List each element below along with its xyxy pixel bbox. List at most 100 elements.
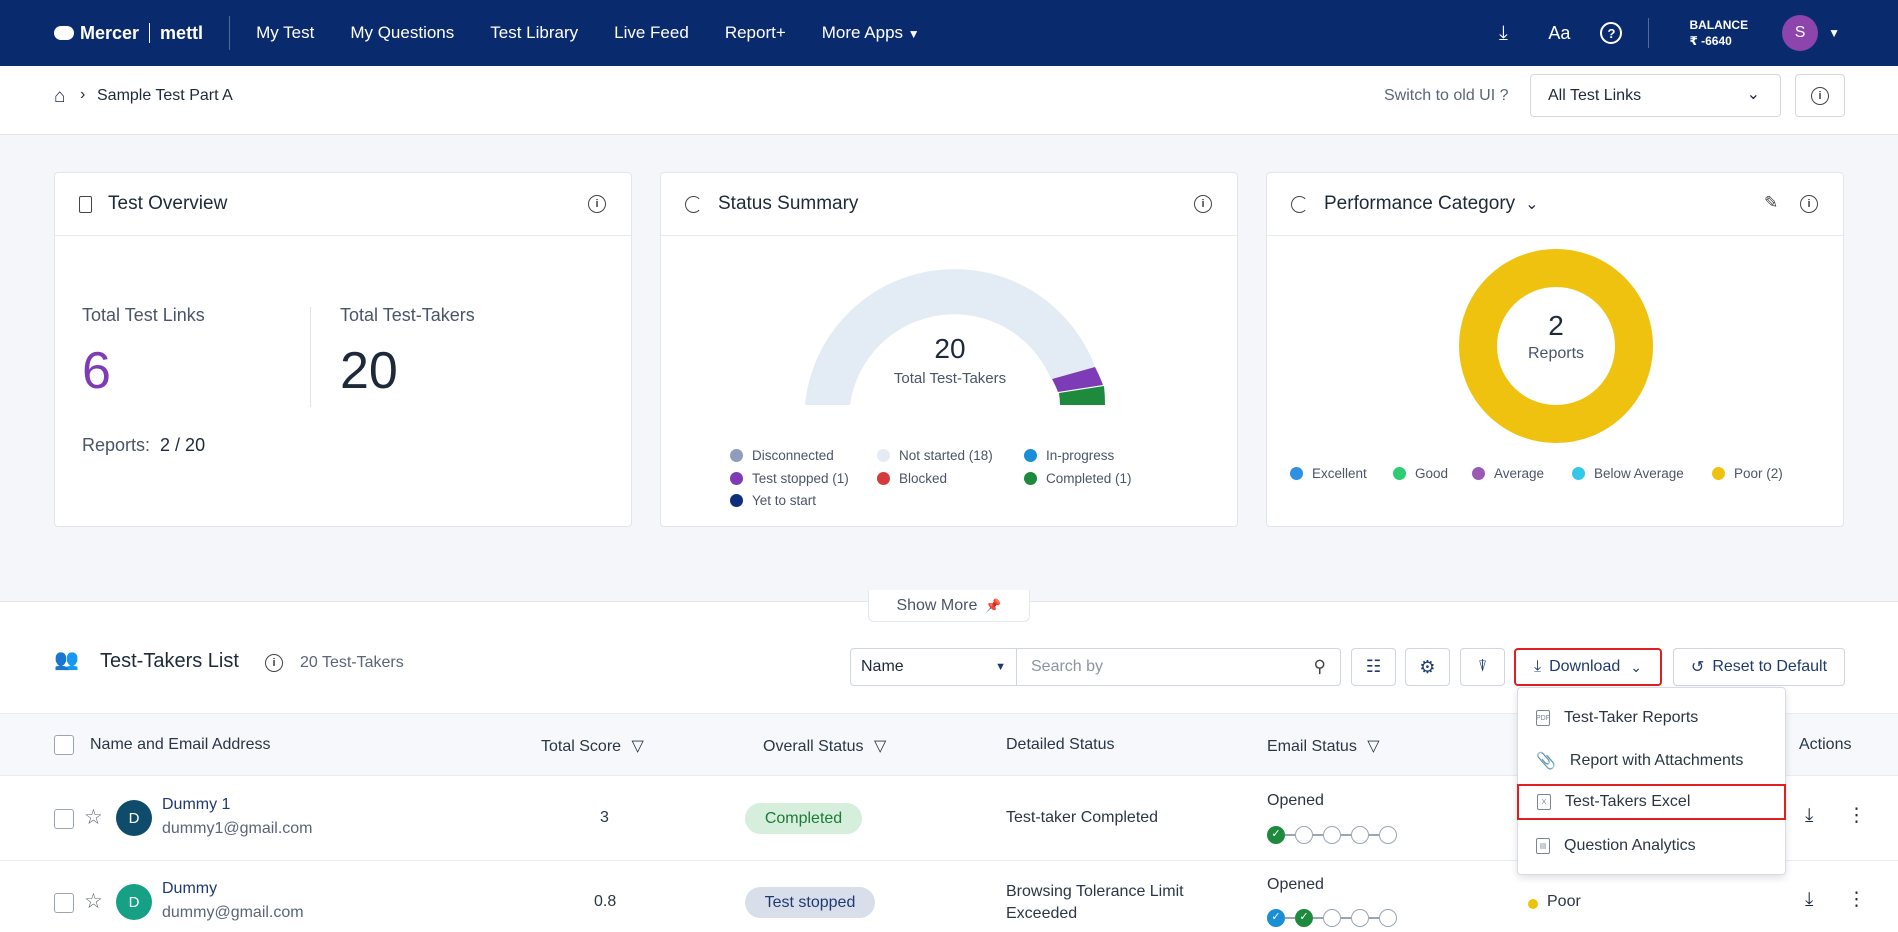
- detailed-status: Browsing Tolerance Limit Exceeded: [1006, 883, 1184, 922]
- brand-name-2: mettl: [160, 22, 204, 43]
- edit-icon[interactable]: ✎: [1764, 193, 1779, 212]
- nav-live-feed[interactable]: Live Feed: [614, 23, 689, 42]
- download-report-icon[interactable]: ⤓: [1805, 889, 1814, 910]
- font-size-icon[interactable]: Aa: [1548, 22, 1571, 43]
- legend-poor[interactable]: Poor (2): [1712, 466, 1783, 481]
- legend-disconnected[interactable]: Disconnected: [730, 448, 834, 463]
- download-report-icon[interactable]: ⤓: [1805, 805, 1814, 826]
- star-icon[interactable]: ☆: [84, 890, 103, 913]
- legend-dot: [1393, 467, 1406, 480]
- menu-item-test-taker-reports[interactable]: PDF Test-Taker Reports: [1518, 700, 1787, 736]
- menu-item-report-attachments[interactable]: 📎 Report with Attachments: [1518, 743, 1787, 779]
- clear-filter-button[interactable]: ⍒: [1460, 648, 1505, 686]
- info-icon[interactable]: i: [1800, 195, 1818, 213]
- settings-button[interactable]: ⚙: [1405, 648, 1450, 686]
- menu-item-label: Report with Attachments: [1569, 752, 1744, 769]
- search-input[interactable]: Search by ⚲: [1016, 648, 1341, 686]
- email-progress: ✓ ✓: [1267, 909, 1397, 927]
- topbar-divider: [1648, 18, 1650, 48]
- total-score: 3: [600, 809, 609, 826]
- info-icon[interactable]: i: [265, 654, 283, 672]
- home-icon[interactable]: ⌂: [54, 86, 66, 107]
- avatar-caret-icon[interactable]: ▼: [1828, 26, 1840, 40]
- filter-icon[interactable]: ▽: [1367, 738, 1380, 755]
- test-overview-card: Test Overview i Total Test Links 6 Total…: [54, 172, 632, 527]
- legend-label: In-progress: [1046, 448, 1115, 463]
- legend-in-progress[interactable]: In-progress: [1024, 448, 1114, 463]
- row-checkbox[interactable]: [54, 809, 74, 829]
- legend-not-started[interactable]: Not started (18): [877, 448, 993, 463]
- show-more-tab[interactable]: Show More 📌: [868, 590, 1030, 622]
- avatar: D: [116, 800, 152, 836]
- brand-logo[interactable]: Mercer mettl: [54, 23, 203, 44]
- step-done-icon: ✓: [1267, 826, 1285, 844]
- legend-dot: [1712, 467, 1725, 480]
- legend-label: Completed (1): [1046, 471, 1132, 486]
- col-total-score[interactable]: Total Score ▽: [541, 736, 644, 756]
- email-status: Opened: [1267, 876, 1324, 893]
- legend-test-stopped[interactable]: Test stopped (1): [730, 471, 849, 486]
- download-button[interactable]: ⤓ Download ⌄: [1514, 648, 1662, 686]
- col-overall-status-label: Overall Status: [763, 738, 864, 755]
- taker-name[interactable]: Dummy: [162, 880, 218, 897]
- nav-more-apps[interactable]: More Apps ▼: [822, 23, 920, 43]
- col-overall-status[interactable]: Overall Status ▽: [763, 736, 886, 756]
- taker-name[interactable]: Dummy 1: [162, 796, 231, 813]
- row-checkbox[interactable]: [54, 893, 74, 913]
- col-email-status[interactable]: Email Status ▽: [1267, 736, 1380, 756]
- logo-divider: [149, 23, 151, 43]
- user-avatar[interactable]: S: [1782, 15, 1819, 51]
- status-summary-card: Status Summary i 20 Total Test-Takers Di…: [660, 172, 1238, 527]
- menu-item-test-takers-excel[interactable]: X Test-Takers Excel: [1517, 784, 1786, 820]
- help-icon[interactable]: ?: [1600, 22, 1623, 44]
- card-title[interactable]: Performance Category: [1324, 193, 1516, 214]
- email-status: Opened: [1267, 792, 1324, 809]
- pie-chart-icon: [1291, 195, 1308, 213]
- legend-blocked[interactable]: Blocked: [877, 471, 947, 486]
- gear-icon: ⚙: [1419, 656, 1436, 677]
- nav-report-plus[interactable]: Report+: [724, 23, 786, 42]
- chevron-down-icon: ⌄: [1630, 658, 1642, 675]
- nav-test-library[interactable]: Test Library: [490, 23, 579, 42]
- more-actions-icon[interactable]: ⋮: [1847, 889, 1866, 910]
- legend-dot: [877, 449, 890, 462]
- legend-label: Poor (2): [1734, 466, 1783, 481]
- nav-my-questions[interactable]: My Questions: [350, 23, 455, 42]
- select-all-checkbox[interactable]: [54, 735, 74, 755]
- more-actions-icon[interactable]: ⋮: [1847, 805, 1866, 826]
- search-icon[interactable]: ⚲: [1313, 657, 1326, 676]
- filter-icon[interactable]: ▽: [631, 738, 644, 755]
- step-done-icon: ✓: [1295, 909, 1313, 927]
- test-links-select[interactable]: All Test Links ⌄: [1530, 74, 1781, 117]
- legend-completed[interactable]: Completed (1): [1024, 471, 1132, 486]
- menu-item-question-analytics[interactable]: ▤ Question Analytics: [1518, 828, 1787, 864]
- legend-dot: [1572, 467, 1585, 480]
- switch-old-ui-link[interactable]: Switch to old UI ?: [1384, 87, 1509, 104]
- info-icon[interactable]: i: [1194, 195, 1212, 213]
- top-nav-bar: Mercer mettl My Test My Questions Test L…: [0, 0, 1898, 66]
- filter-icon[interactable]: ▽: [873, 738, 887, 755]
- gauge-center-value: 20: [934, 333, 966, 364]
- gauge-completed: [1059, 386, 1106, 405]
- performance-category-card: Performance Category ⌄ ✎ i 2 Reports Exc…: [1266, 172, 1844, 527]
- legend-good[interactable]: Good: [1393, 466, 1448, 481]
- legend-below-average[interactable]: Below Average: [1572, 466, 1684, 481]
- total-links-value[interactable]: 6: [82, 342, 111, 400]
- column-view-button[interactable]: ☷: [1351, 648, 1396, 686]
- star-icon[interactable]: ☆: [84, 806, 103, 829]
- download-icon[interactable]: ⤓: [1499, 21, 1508, 44]
- legend-excellent[interactable]: Excellent: [1290, 466, 1367, 481]
- search-placeholder: Search by: [1031, 658, 1104, 675]
- legend-dot: [730, 472, 743, 485]
- reset-default-button[interactable]: ↺ Reset to Default: [1673, 648, 1845, 686]
- nav-my-test[interactable]: My Test: [256, 23, 315, 42]
- chevron-down-icon[interactable]: ⌄: [1525, 196, 1539, 213]
- info-icon[interactable]: i: [588, 195, 606, 213]
- menu-item-label: Test-Takers Excel: [1565, 793, 1691, 810]
- legend-yet-to-start[interactable]: Yet to start: [730, 493, 816, 508]
- legend-average[interactable]: Average: [1472, 466, 1544, 481]
- legend-dot: [1290, 467, 1303, 480]
- total-score: 0.8: [594, 893, 617, 910]
- search-field-select[interactable]: Name ▼: [850, 648, 1017, 686]
- info-button[interactable]: i: [1795, 74, 1845, 117]
